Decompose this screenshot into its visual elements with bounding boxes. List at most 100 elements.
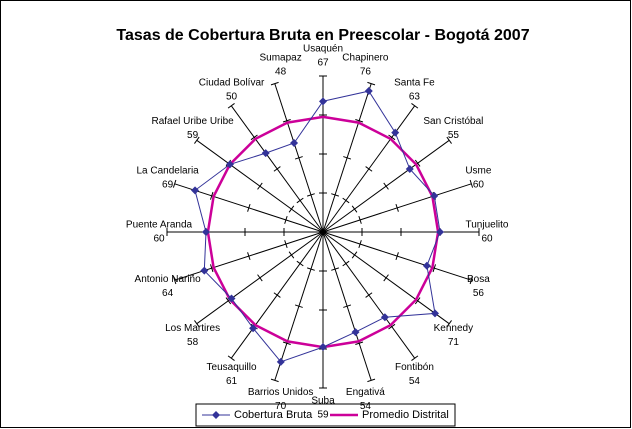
category-label: Tunjuelito	[466, 220, 509, 231]
tick-mark	[411, 103, 419, 109]
tick-mark	[296, 260, 304, 267]
tick-mark	[395, 203, 399, 212]
tick-mark	[331, 193, 340, 197]
tick-mark	[446, 320, 452, 328]
tick-mark	[273, 292, 281, 298]
value-label: 50	[226, 91, 238, 102]
tick-mark	[367, 81, 376, 86]
category-label: Puente Aranda	[126, 220, 193, 231]
value-label: 58	[187, 337, 199, 348]
tick-mark	[284, 240, 288, 249]
tick-mark	[367, 378, 376, 383]
value-label: 54	[409, 376, 421, 387]
tick-mark	[210, 191, 214, 200]
tick-mark	[414, 159, 421, 167]
category-label: Rafael Uribe Uribe	[151, 116, 234, 127]
tick-mark	[294, 156, 303, 160]
value-label: 71	[448, 337, 460, 348]
value-label: 59	[187, 130, 199, 141]
point-marker	[191, 186, 200, 195]
tick-mark	[250, 134, 258, 141]
tick-mark	[227, 355, 235, 361]
tick-mark	[469, 179, 474, 188]
tick-mark	[270, 81, 279, 86]
tick-mark	[342, 197, 350, 204]
point-marker	[249, 324, 258, 333]
point-marker	[225, 160, 234, 169]
point-marker	[319, 343, 327, 352]
point-marker	[380, 313, 389, 322]
tick-mark	[247, 203, 251, 212]
tick-mark	[225, 297, 232, 305]
category-label: Barrios Unidos	[248, 387, 314, 398]
tick-mark	[432, 264, 436, 273]
tick-mark	[355, 119, 364, 123]
category-label: La Candelaria	[136, 165, 199, 176]
category-label: Engativá	[346, 387, 385, 398]
tick-mark	[383, 274, 389, 282]
tick-mark	[414, 297, 421, 305]
value-label: 76	[360, 66, 372, 77]
point-marker	[276, 357, 285, 366]
tick-mark	[284, 215, 288, 224]
tick-mark	[446, 136, 452, 144]
value-label: 60	[481, 234, 493, 245]
point-marker	[200, 266, 209, 275]
tick-mark	[388, 323, 396, 330]
category-label: Fontibón	[395, 362, 434, 373]
value-label: 64	[162, 288, 174, 299]
tick-mark	[172, 276, 177, 285]
point-marker	[391, 128, 400, 137]
tick-mark	[288, 205, 295, 213]
point-marker	[319, 97, 327, 106]
point-marker	[351, 328, 360, 337]
point-marker	[261, 149, 270, 158]
value-label: 60	[153, 234, 165, 245]
category-label: Usaquén	[303, 44, 343, 55]
tick-mark	[351, 251, 358, 259]
category-label: Ciudad Bolívar	[199, 77, 265, 88]
category-label: Suba	[311, 396, 335, 407]
tick-mark	[383, 182, 389, 190]
tick-mark	[288, 251, 295, 259]
tick-mark	[331, 267, 340, 271]
tick-mark	[411, 355, 419, 361]
point-marker	[202, 228, 210, 236]
tick-mark	[343, 156, 352, 160]
category-label: San Cristóbal	[423, 116, 483, 127]
tick-mark	[358, 240, 362, 249]
legend-marker	[212, 411, 220, 419]
point-marker	[431, 309, 440, 318]
legend-label: Promedio Distrital	[362, 409, 449, 421]
tick-mark	[296, 197, 304, 204]
tick-mark	[194, 136, 200, 144]
tick-mark	[355, 341, 364, 345]
tick-mark	[257, 182, 263, 190]
value-label: 70	[275, 401, 287, 412]
category-label: Sumapaz	[259, 52, 301, 63]
point-marker	[436, 228, 444, 236]
tick-mark	[365, 166, 373, 172]
legend-label: Cobertura Bruta	[234, 409, 313, 421]
tick-mark	[306, 267, 315, 271]
point-marker	[405, 164, 414, 173]
tick-mark	[273, 166, 281, 172]
tick-mark	[365, 292, 373, 298]
tick-mark	[247, 252, 251, 261]
tick-mark	[342, 260, 350, 267]
category-label: Kennedy	[434, 323, 473, 334]
value-label: 54	[360, 401, 372, 412]
tick-mark	[227, 103, 235, 109]
point-marker	[364, 87, 373, 96]
tick-mark	[294, 304, 303, 308]
value-label: 63	[409, 91, 421, 102]
value-label: 60	[473, 179, 485, 190]
point-marker	[430, 191, 439, 200]
category-label: Bosa	[467, 274, 490, 285]
point-marker	[290, 138, 299, 147]
tick-mark	[395, 252, 399, 261]
tick-mark	[257, 274, 263, 282]
tick-mark	[343, 304, 352, 308]
tick-mark	[172, 179, 177, 188]
tick-mark	[358, 215, 362, 224]
